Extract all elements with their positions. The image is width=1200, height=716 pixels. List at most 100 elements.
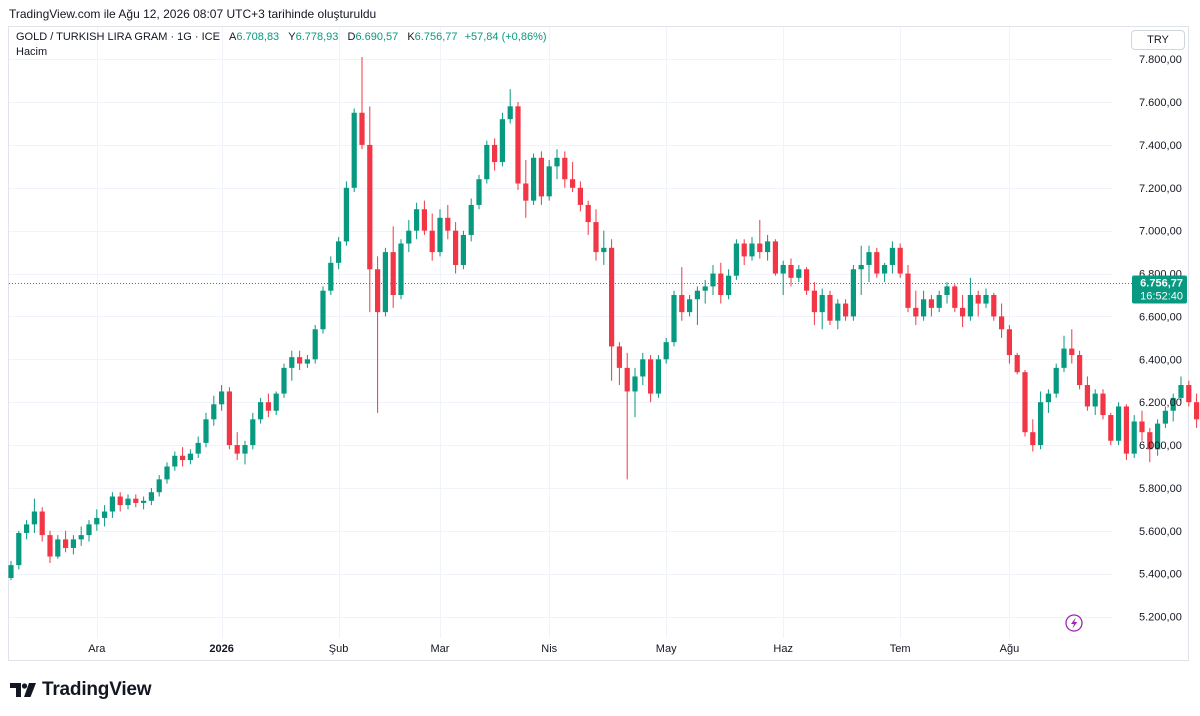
candle[interactable] <box>507 89 513 124</box>
candle[interactable] <box>593 209 599 261</box>
candle[interactable] <box>351 108 357 193</box>
candle[interactable] <box>687 294 693 317</box>
candle[interactable] <box>367 106 373 313</box>
candle[interactable] <box>375 256 381 413</box>
candle[interactable] <box>1038 391 1044 450</box>
candle[interactable] <box>1053 363 1059 398</box>
candle[interactable] <box>492 138 498 171</box>
candle[interactable] <box>453 222 459 274</box>
candle[interactable] <box>515 102 521 190</box>
candle[interactable] <box>250 412 256 450</box>
candle[interactable] <box>406 219 412 253</box>
candle[interactable] <box>850 264 856 321</box>
candle[interactable] <box>936 290 942 313</box>
candle[interactable] <box>265 393 271 418</box>
candle[interactable] <box>195 436 201 458</box>
candle[interactable] <box>1092 389 1098 416</box>
candle[interactable] <box>616 342 622 386</box>
candle[interactable] <box>975 290 981 317</box>
candle[interactable] <box>897 243 903 278</box>
candle[interactable] <box>16 530 22 570</box>
candle[interactable] <box>24 520 30 540</box>
candle[interactable] <box>476 174 482 210</box>
candle[interactable] <box>55 535 61 559</box>
candle[interactable] <box>601 230 607 265</box>
candle[interactable] <box>1030 419 1036 452</box>
candle[interactable] <box>663 337 669 364</box>
candle[interactable] <box>1045 389 1051 413</box>
candle[interactable] <box>780 260 786 295</box>
candle[interactable] <box>328 256 334 295</box>
candle[interactable] <box>1069 329 1075 364</box>
candle[interactable] <box>1194 393 1200 428</box>
candle[interactable] <box>671 290 677 347</box>
candle[interactable] <box>359 57 365 150</box>
candle[interactable] <box>78 526 84 546</box>
candle[interactable] <box>148 487 154 506</box>
candle[interactable] <box>312 324 318 364</box>
candle[interactable] <box>1022 370 1028 437</box>
candle[interactable] <box>757 219 763 259</box>
candle[interactable] <box>624 352 630 480</box>
candle[interactable] <box>172 451 178 471</box>
candle[interactable] <box>804 267 810 295</box>
candle[interactable] <box>109 492 115 518</box>
candle[interactable] <box>749 237 755 261</box>
candle[interactable] <box>811 282 817 325</box>
currency-button[interactable]: TRY <box>1131 30 1185 50</box>
candle[interactable] <box>796 264 802 283</box>
candle[interactable] <box>102 505 108 527</box>
candle[interactable] <box>484 140 490 184</box>
candle[interactable] <box>921 290 927 321</box>
candle[interactable] <box>320 286 326 334</box>
candle[interactable] <box>772 239 778 276</box>
candle[interactable] <box>156 475 162 497</box>
candle[interactable] <box>991 292 997 321</box>
candle[interactable] <box>928 294 934 317</box>
candle[interactable] <box>289 350 295 381</box>
candle[interactable] <box>398 239 404 300</box>
candle[interactable] <box>141 496 147 510</box>
candle[interactable] <box>421 200 427 235</box>
candle[interactable] <box>70 535 76 555</box>
candle[interactable] <box>679 267 685 321</box>
candle[interactable] <box>1006 324 1012 364</box>
candle[interactable] <box>967 277 973 321</box>
candle[interactable] <box>343 181 349 246</box>
candle[interactable] <box>562 151 568 188</box>
candle[interactable] <box>874 247 880 278</box>
candle[interactable] <box>133 494 139 508</box>
candle[interactable] <box>632 367 638 418</box>
candle[interactable] <box>585 200 591 235</box>
candle[interactable] <box>117 492 123 512</box>
candle[interactable] <box>554 149 560 180</box>
candle[interactable] <box>445 204 451 240</box>
candle[interactable] <box>640 352 646 386</box>
candle[interactable] <box>1123 404 1129 461</box>
candle[interactable] <box>538 151 544 205</box>
candle[interactable] <box>655 355 661 398</box>
candle[interactable] <box>1131 415 1137 458</box>
candle[interactable] <box>1147 427 1153 463</box>
candle[interactable] <box>187 449 193 465</box>
candle[interactable] <box>726 269 732 300</box>
candle[interactable] <box>882 262 888 283</box>
candle[interactable] <box>913 290 919 325</box>
candle[interactable] <box>468 198 474 242</box>
candle[interactable] <box>577 181 583 212</box>
candle[interactable] <box>835 299 841 330</box>
candle[interactable] <box>336 237 342 270</box>
candle[interactable] <box>1139 410 1145 441</box>
candle[interactable] <box>31 498 37 533</box>
candle[interactable] <box>733 239 739 280</box>
candle[interactable] <box>983 288 989 308</box>
candle[interactable] <box>952 284 958 313</box>
candle[interactable] <box>1155 419 1161 456</box>
candle[interactable] <box>1178 376 1184 403</box>
flash-icon[interactable] <box>1065 614 1083 632</box>
candle[interactable] <box>765 234 771 261</box>
candle[interactable] <box>609 239 615 381</box>
candle[interactable] <box>281 363 287 398</box>
candle[interactable] <box>710 264 716 295</box>
candle[interactable] <box>226 387 232 450</box>
